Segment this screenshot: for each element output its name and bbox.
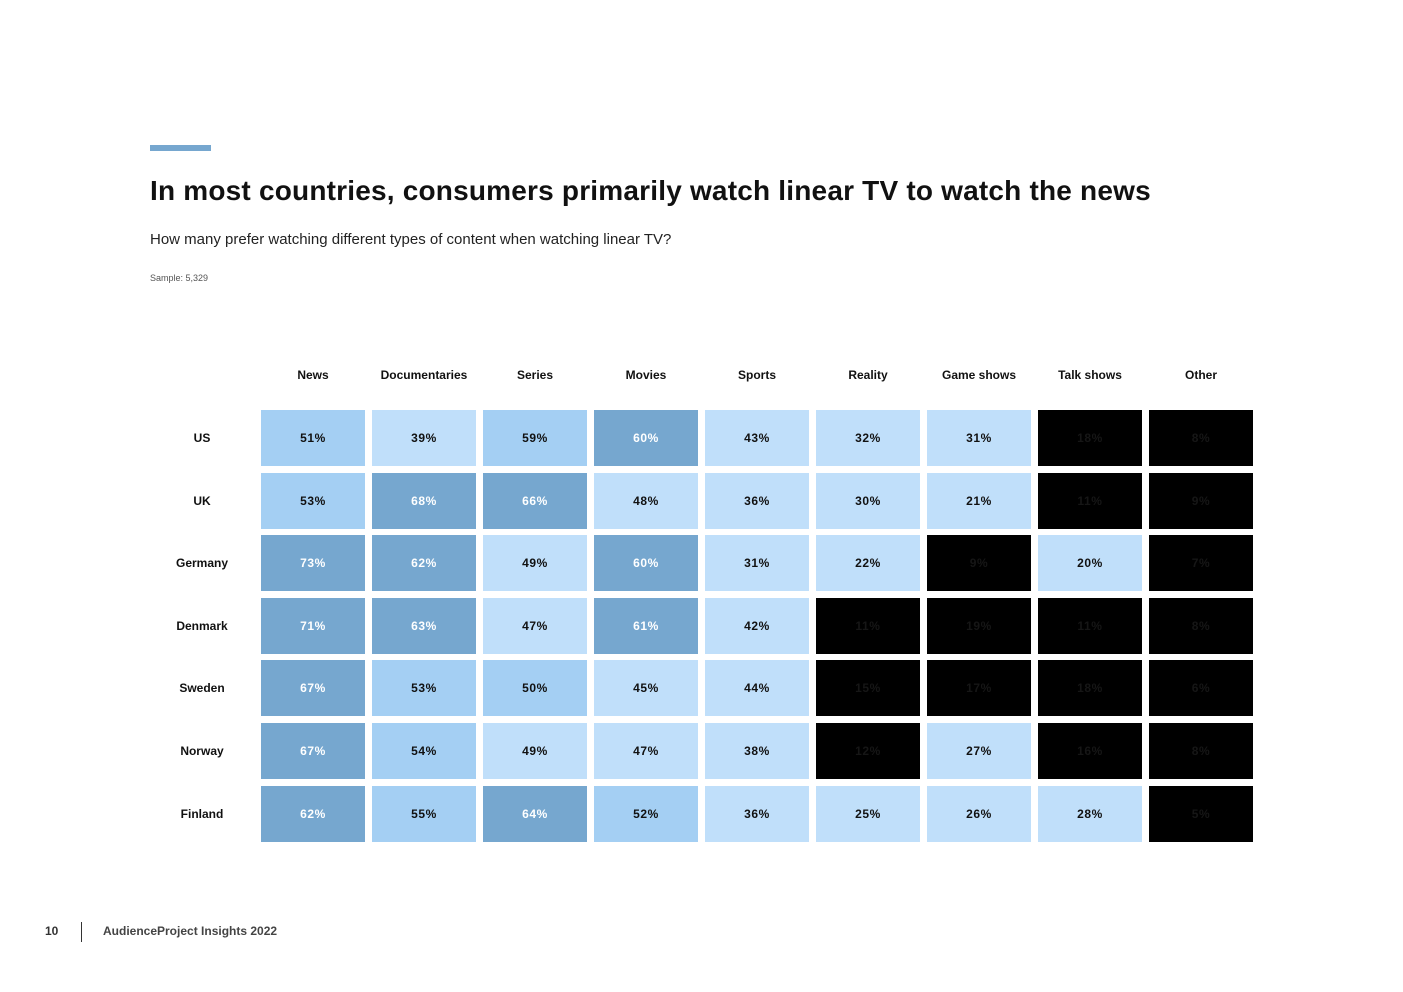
accent-bar (150, 145, 211, 151)
heatmap-cell: 17% (927, 660, 1031, 716)
heatmap-cell: 8% (1149, 723, 1253, 779)
row-label: Finland (180, 807, 224, 821)
heatmap-cell: 18% (1038, 660, 1142, 716)
heatmap-cell: 66% (483, 473, 587, 529)
footer-publication: AudienceProject Insights 2022 (103, 924, 278, 938)
heatmap-cell: 36% (705, 786, 809, 842)
page-subtitle: How many prefer watching different types… (150, 231, 672, 248)
heatmap-cell: 49% (483, 535, 587, 591)
column-header: News (297, 368, 329, 382)
heatmap-cell: 18% (1038, 410, 1142, 466)
heatmap-cell: 21% (927, 473, 1031, 529)
sample-size: Sample: 5,329 (150, 273, 209, 283)
heatmap-cell: 68% (372, 473, 476, 529)
heatmap-cell: 47% (483, 598, 587, 654)
heatmap-cell: 60% (594, 535, 698, 591)
heatmap-cell: 7% (1149, 535, 1253, 591)
heatmap-cell: 49% (483, 723, 587, 779)
footer-page-number: 10 (45, 924, 59, 938)
heatmap-cell: 6% (1149, 660, 1253, 716)
heatmap-cell: 71% (261, 598, 365, 654)
heatmap-cell: 67% (261, 660, 365, 716)
heatmap-cell: 31% (927, 410, 1031, 466)
column-header: Reality (848, 368, 888, 382)
heatmap-cell: 32% (816, 410, 920, 466)
column-header: Series (516, 368, 554, 382)
heatmap-cell: 28% (1038, 786, 1142, 842)
heatmap-cell: 31% (705, 535, 809, 591)
heatmap-cell: 11% (1038, 598, 1142, 654)
column-header: Talk shows (1058, 368, 1122, 382)
heatmap-cell: 67% (261, 723, 365, 779)
heatmap-cell: 48% (594, 473, 698, 529)
heatmap-cell: 8% (1149, 598, 1253, 654)
heatmap-cell: 61% (594, 598, 698, 654)
heatmap-cell: 59% (483, 410, 587, 466)
heatmap-cell: 60% (594, 410, 698, 466)
heatmap-cell: 62% (372, 535, 476, 591)
heatmap-cell: 39% (372, 410, 476, 466)
heatmap-cell: 36% (705, 473, 809, 529)
heatmap-cell: 19% (927, 598, 1031, 654)
heatmap-cell: 53% (372, 660, 476, 716)
heatmap-cell: 5% (1149, 786, 1253, 842)
heatmap-cell: 45% (594, 660, 698, 716)
heatmap-cell: 54% (372, 723, 476, 779)
heatmap-cell: 9% (1149, 473, 1253, 529)
heatmap-cell: 9% (927, 535, 1031, 591)
heatmap-cell: 16% (1038, 723, 1142, 779)
page-title: In most countries, consumers primarily w… (150, 175, 1151, 206)
heatmap-cell: 64% (483, 786, 587, 842)
footer-divider (81, 922, 82, 942)
heatmap-cell: 51% (261, 410, 365, 466)
heatmap-cell: 62% (261, 786, 365, 842)
heatmap-cell: 11% (1038, 473, 1142, 529)
heatmap-cell: 73% (261, 535, 365, 591)
row-label: UK (193, 494, 211, 508)
heatmap-cell: 26% (927, 786, 1031, 842)
heatmap-cell: 27% (927, 723, 1031, 779)
row-label: Norway (180, 744, 224, 758)
heatmap-cell: 63% (372, 598, 476, 654)
column-header: Game shows (941, 368, 1017, 382)
row-label: Denmark (176, 619, 228, 633)
heatmap-cell: 47% (594, 723, 698, 779)
heatmap-cell: 50% (483, 660, 587, 716)
row-label: US (193, 431, 211, 445)
column-header: Movies (625, 368, 667, 382)
heatmap-cell: 22% (816, 535, 920, 591)
heatmap-cell: 8% (1149, 410, 1253, 466)
column-header: Sports (737, 368, 776, 382)
heatmap-cell: 43% (705, 410, 809, 466)
heatmap-cell: 15% (816, 660, 920, 716)
heatmap-cell: 20% (1038, 535, 1142, 591)
row-label: Sweden (179, 681, 225, 695)
heatmap-cell: 52% (594, 786, 698, 842)
heatmap-cell: 12% (816, 723, 920, 779)
column-header: Other (1184, 368, 1217, 382)
heatmap-cell: 25% (816, 786, 920, 842)
heatmap-cell: 53% (261, 473, 365, 529)
row-label: Germany (175, 556, 229, 570)
heatmap-cell: 55% (372, 786, 476, 842)
heatmap-cell: 42% (705, 598, 809, 654)
heatmap-cell: 44% (705, 660, 809, 716)
heatmap-cell: 38% (705, 723, 809, 779)
column-header: Documentaries (380, 368, 468, 382)
heatmap-cell: 30% (816, 473, 920, 529)
heatmap-cell: 11% (816, 598, 920, 654)
